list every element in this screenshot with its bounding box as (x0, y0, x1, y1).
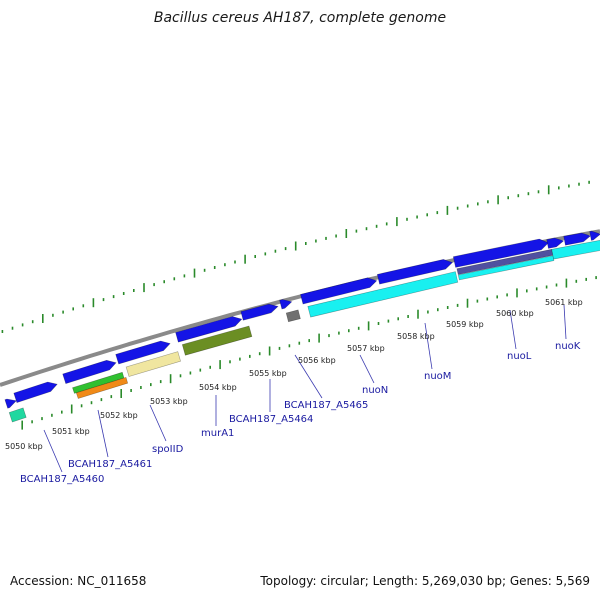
kbp-label: 5054 kbp (199, 383, 237, 392)
gene-feature (307, 271, 459, 318)
gene-feature (279, 299, 293, 310)
kbp-label: 5061 kbp (545, 298, 583, 307)
kbp-label: 5055 kbp (249, 369, 287, 378)
gene-feature (8, 407, 27, 423)
gene-feature (175, 316, 243, 343)
label-leaders (43, 304, 567, 473)
gene-feature (115, 340, 171, 365)
kbp-label: 5052 kbp (100, 411, 138, 420)
label-leader-line (563, 304, 567, 340)
gene-feature (456, 248, 554, 275)
label-leader-line (509, 309, 517, 350)
gene-feature (376, 259, 453, 285)
label-leader-line (97, 409, 109, 458)
gene-feature (125, 351, 181, 377)
gene-label: nuoM (424, 371, 451, 382)
gene-label: nuoL (507, 351, 532, 362)
gene-feature (546, 237, 565, 249)
gene-feature (13, 381, 58, 403)
inner-tick-track (21, 276, 597, 430)
kbp-labels: 5050 kbp 5051 kbp 5052 kbp 5053 kbp 5054 kbp… (5, 298, 583, 451)
gene-label: nuoK (555, 341, 581, 352)
kbp-label: 5056 kbp (298, 356, 336, 365)
genome-title: Bacillus cereus AH187, complete genome (153, 10, 447, 26)
gene-feature (181, 325, 253, 356)
gene-label: murA1 (201, 428, 234, 439)
kbp-label: 5057 kbp (347, 344, 385, 353)
label-leader-line (43, 429, 63, 473)
genome-summary: Topology: circular; Length: 5,269,030 bp… (260, 574, 590, 588)
gene-feature (4, 398, 17, 409)
gene-feature (62, 359, 117, 384)
gene-label: BCAH187_A5461 (68, 459, 152, 470)
gene-label: spoIID (152, 444, 184, 455)
gene-feature (75, 377, 129, 399)
gene-feature (300, 277, 378, 305)
gene-feature (563, 232, 592, 246)
gene-feature (551, 239, 600, 260)
label-leader-line (424, 322, 433, 370)
label-leader-line (149, 404, 167, 442)
gene-label: nuoN (362, 385, 388, 396)
gene-track (4, 230, 600, 423)
gene-feature (72, 371, 125, 394)
kbp-label: 5050 kbp (5, 442, 43, 451)
gene-feature (285, 309, 301, 323)
label-leader-line (359, 354, 375, 384)
kbp-label: 5051 kbp (52, 427, 90, 436)
accession-label: Accession: NC_011658 (10, 574, 147, 588)
label-leader-line (294, 354, 323, 399)
kbp-label: 5059 kbp (446, 320, 484, 329)
gene-label: BCAH187_A5464 (229, 414, 313, 425)
gene-label: BCAH187_A5465 (284, 400, 368, 411)
outer-tick-track (1, 180, 590, 333)
gene-feature (452, 238, 549, 268)
gene-feature (457, 255, 555, 281)
kbp-label: 5058 kbp (397, 332, 435, 341)
kbp-label: 5060 kbp (496, 309, 534, 318)
gene-feature (589, 230, 600, 241)
gene-label: BCAH187_A5460 (20, 474, 104, 485)
kbp-label: 5053 kbp (150, 397, 188, 406)
gene-feature (240, 303, 279, 321)
